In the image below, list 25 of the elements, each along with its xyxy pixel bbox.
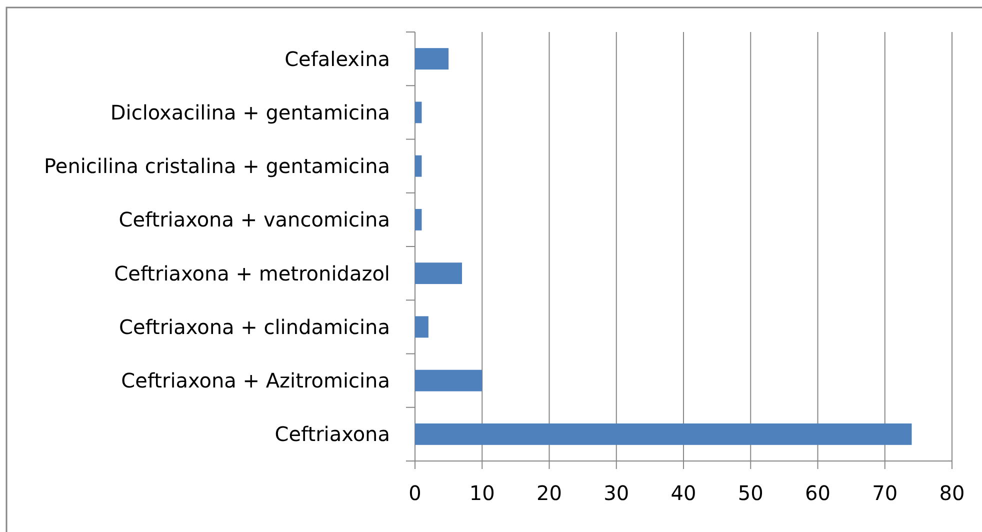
y-tick-label: Penicilina cristalina + gentamicina [44,154,390,178]
bar [415,370,482,392]
x-tick-label: 10 [469,481,495,505]
x-tick-label: 40 [670,481,696,505]
x-tick-label: 30 [604,481,630,505]
y-tick-label: Ceftriaxona + clindamicina [119,314,390,339]
y-tick-label: Cefalexina [284,46,390,71]
bar [415,423,912,445]
bar [415,262,462,284]
bar [415,208,422,230]
x-tick-label: 80 [939,481,965,505]
y-tick-label: Dicloxacilina + gentamicina [110,100,390,124]
bar [415,155,422,177]
x-tick-label: 50 [738,481,764,505]
x-tick-label: 20 [536,481,562,505]
x-tick-label: 70 [872,481,898,505]
bar [415,316,428,338]
y-tick-label: Ceftriaxona [274,422,390,446]
y-tick-label: Ceftriaxona + Azitromicina [121,368,390,393]
y-tick-label: Ceftriaxona + metronidazol [114,261,390,286]
y-tick-label: Ceftriaxona + vancomicina [118,208,390,232]
bar [415,48,449,70]
x-tick-label: 0 [408,481,422,505]
x-tick-label: 60 [805,481,830,505]
bar [415,102,422,124]
